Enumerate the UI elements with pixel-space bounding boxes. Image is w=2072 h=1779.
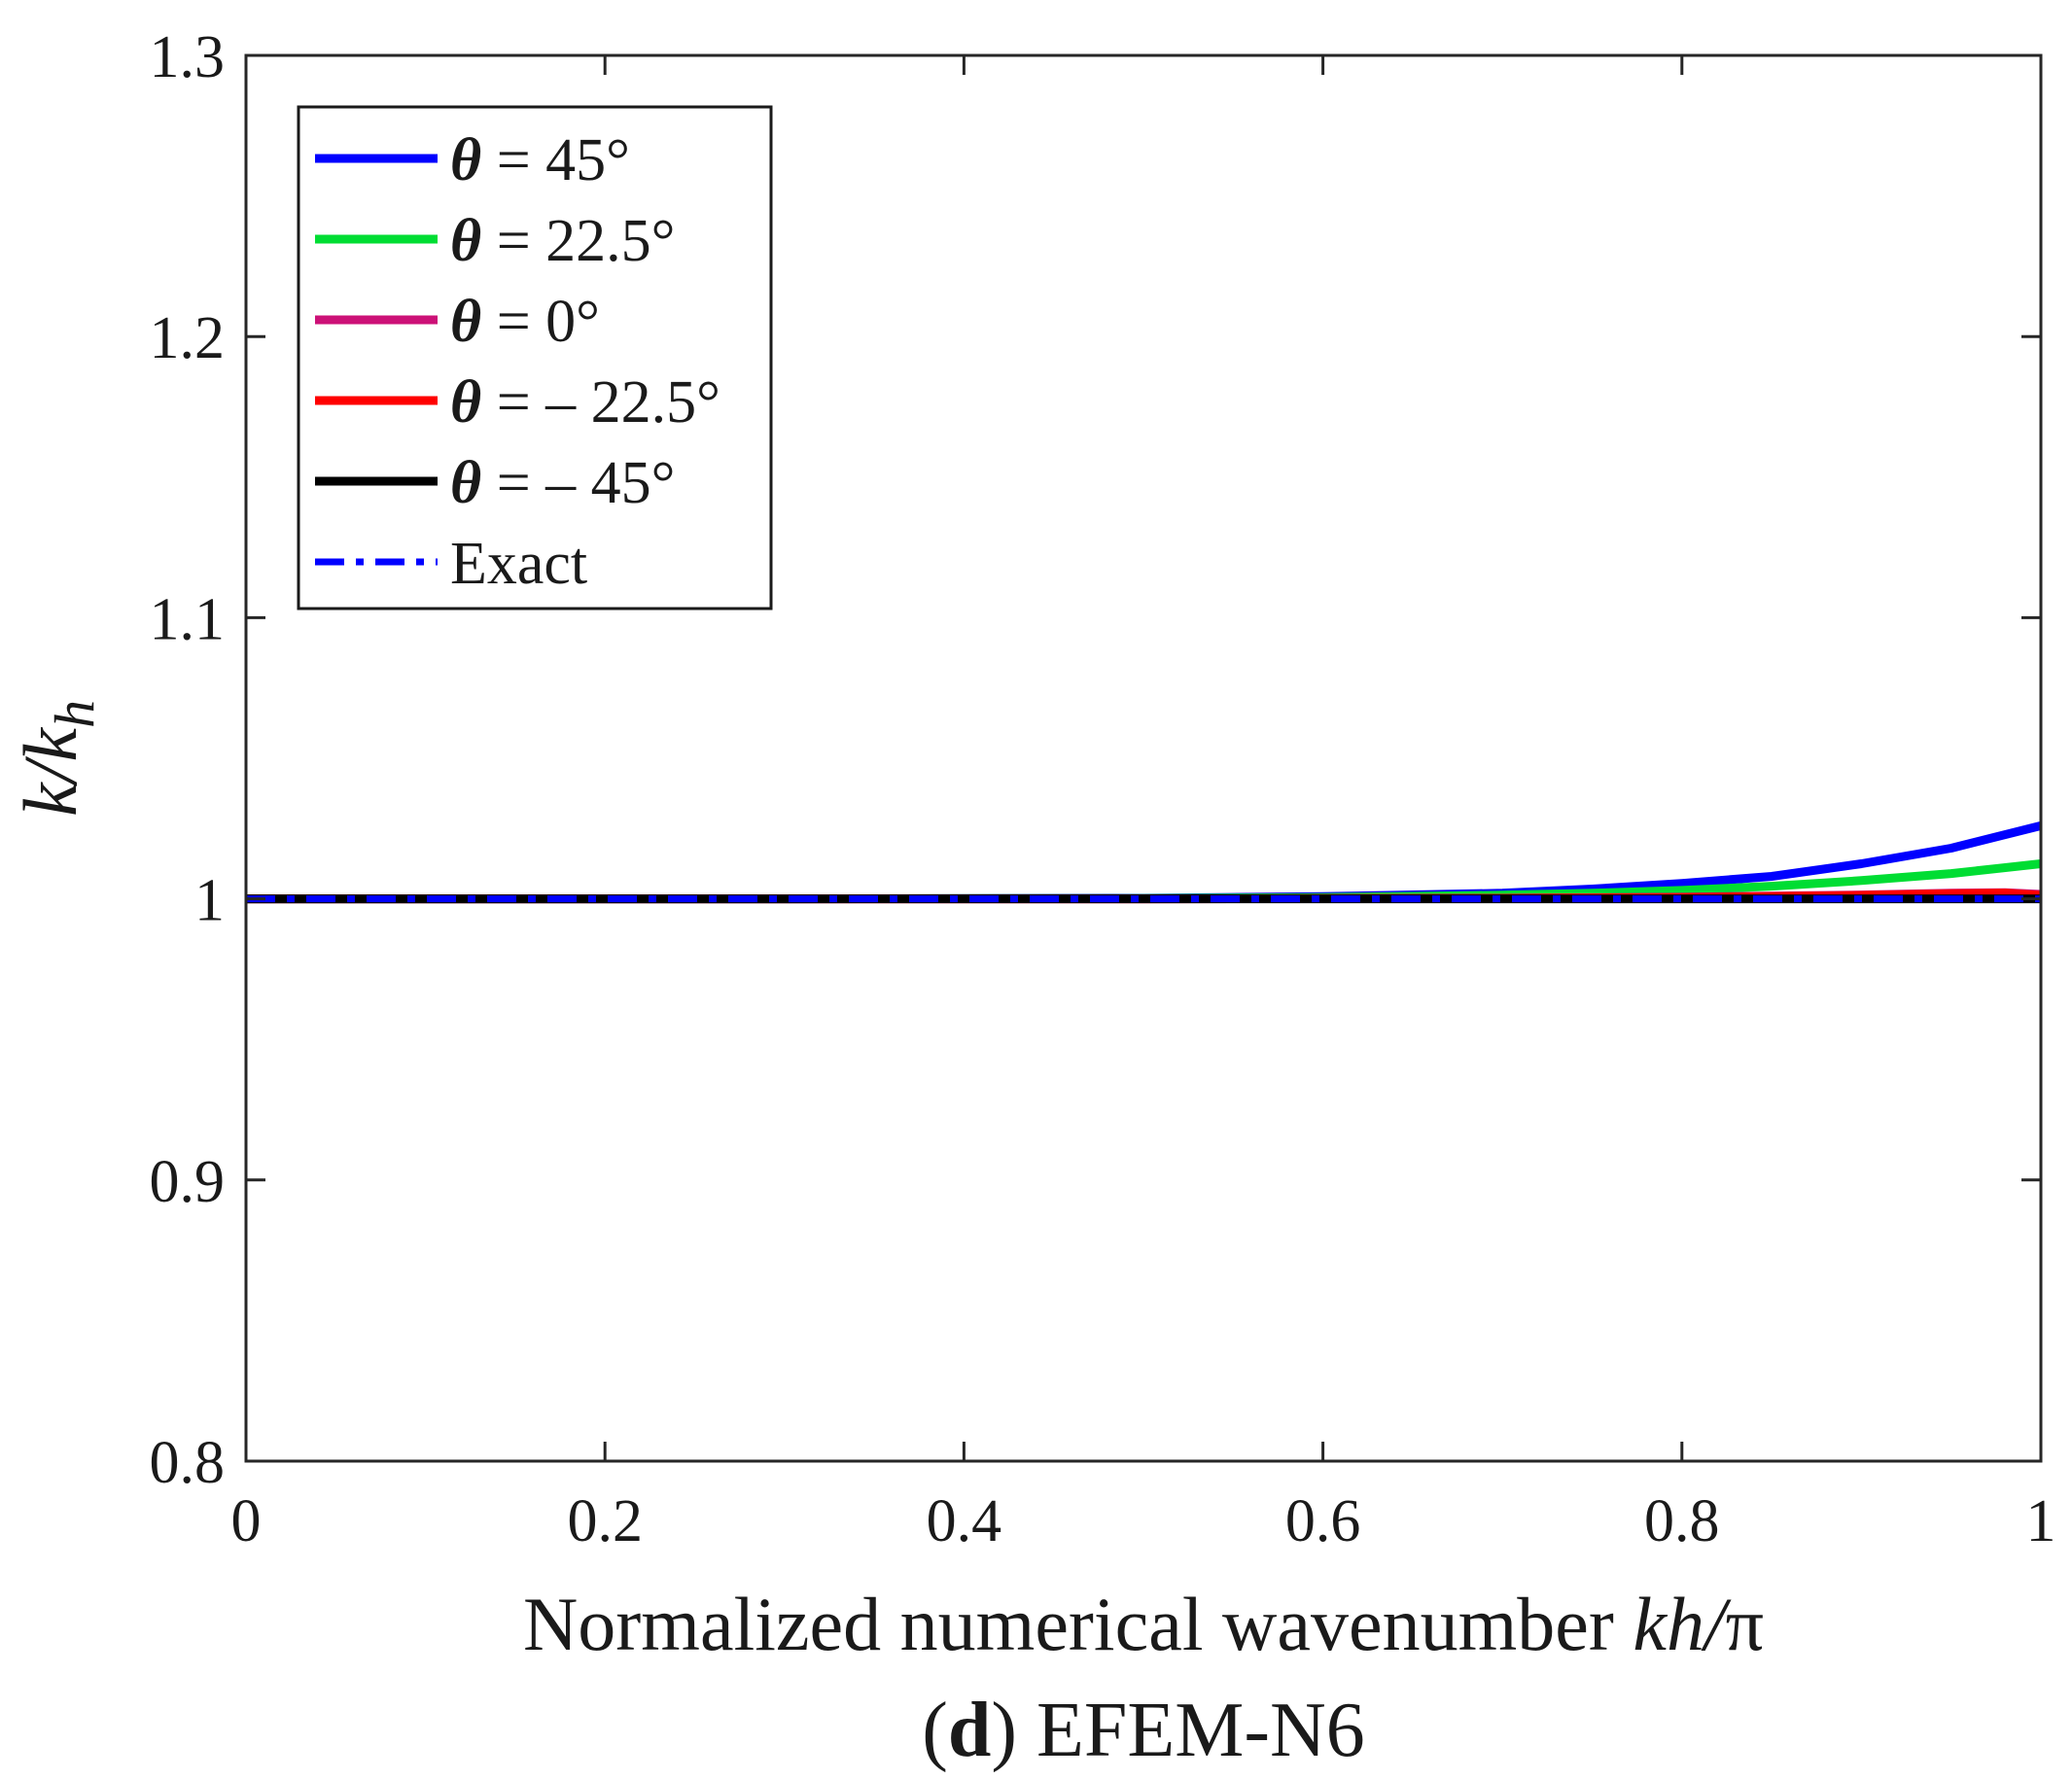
y-tick-label: 0.9 [150, 1149, 226, 1215]
legend-theta-symbol: θ [450, 369, 481, 436]
caption-rest: ) EFEM-N6 [991, 1688, 1364, 1773]
x-tick-label: 1 [2026, 1488, 2056, 1554]
legend-theta-symbol: θ [450, 127, 481, 193]
y-axis-label: k/kh [8, 700, 106, 817]
y-tick-label: 0.8 [150, 1430, 226, 1496]
legend: θ = 45°θ = 22.5°θ = 0°θ = – 22.5°θ = – 4… [297, 105, 773, 610]
x-axis-label-text: Normalized numerical wavenumber [523, 1582, 1633, 1666]
y-tick-label: 1 [194, 868, 225, 934]
legend-box [297, 105, 773, 610]
legend-theta-symbol: θ [450, 450, 481, 516]
caption-letter: d [948, 1688, 992, 1773]
axes-frame [244, 53, 2043, 1463]
legend-theta-symbol: θ [450, 208, 481, 274]
legend-label-4: θ = – 45° [450, 450, 675, 516]
x-tick-label: 0.6 [1285, 1488, 1361, 1554]
legend-label-1: θ = 22.5° [450, 208, 675, 274]
x-tick-label: 0.8 [1644, 1488, 1720, 1554]
legend-label-text: Exact [450, 531, 587, 597]
x-tick-label: 0 [231, 1488, 262, 1554]
y-tick-label: 1.1 [150, 586, 226, 652]
legend-label-5: Exact [450, 531, 587, 597]
legend-label-text: = – 22.5° [481, 369, 720, 436]
legend-label-0: θ = 45° [450, 127, 630, 193]
x-tick-label: 0.2 [567, 1488, 643, 1554]
legend-theta-symbol: θ [450, 289, 481, 355]
x-tick-label: 0.4 [927, 1488, 1002, 1554]
legend-label-3: θ = – 22.5° [450, 369, 720, 436]
x-axis-label: Normalized numerical wavenumber kh/π [523, 1582, 1764, 1666]
legend-label-2: θ = 0° [450, 289, 600, 355]
series-layer [246, 821, 2043, 904]
x-axis-label-math: kh/ [1633, 1582, 1732, 1666]
legend-label-text: = 0° [481, 289, 600, 355]
legend-label-text: = – 45° [481, 450, 675, 516]
ticks-layer: 0 0.2 0.4 0.6 0.8 1 0.8 0.9 1 1.1 1.2 1.3 [150, 24, 2056, 1554]
legend-label-text: = 22.5° [481, 208, 675, 274]
y-axis-label-main: k/k [8, 727, 92, 817]
y-axis-label-subscript: h [43, 700, 106, 728]
y-tick-label: 1.2 [150, 305, 226, 371]
y-tick-label: 1.3 [150, 24, 226, 90]
figure-caption: (d) EFEM-N6 [922, 1688, 1365, 1773]
caption-open: ( [922, 1688, 948, 1773]
legend-label-text: = 45° [481, 127, 630, 193]
x-axis-label-pi: π [1726, 1582, 1764, 1666]
